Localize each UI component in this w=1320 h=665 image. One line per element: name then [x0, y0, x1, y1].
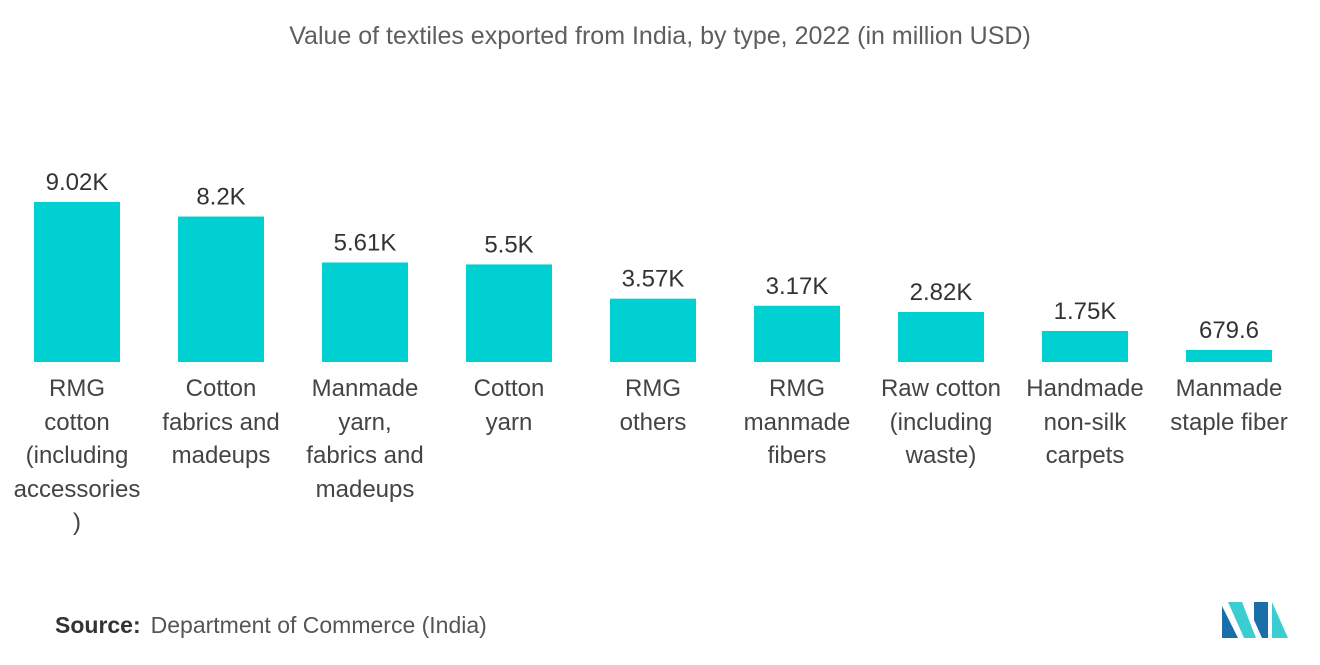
bar-4	[466, 264, 552, 362]
bar-8	[1042, 330, 1128, 362]
data-label-5: 3.57K	[622, 266, 685, 293]
category-label-9: Manmade staple fiber	[1170, 375, 1288, 436]
data-label-3: 5.61K	[334, 229, 397, 256]
category-label-5: RMG others	[619, 375, 687, 436]
source-text: Department of Commerce (India)	[150, 612, 487, 638]
bar-2	[178, 216, 264, 362]
bar-7	[898, 311, 984, 362]
data-label-6: 3.17K	[766, 273, 829, 300]
category-label-6: RMG manmade fibers	[743, 375, 851, 469]
data-label-1: 9.02K	[46, 169, 109, 196]
data-label-7: 2.82K	[910, 279, 973, 306]
category-label-7: Raw cotton (including waste)	[880, 375, 1002, 469]
category-label-4: Cotton yarn	[473, 375, 545, 436]
source-label: Source:	[55, 612, 141, 638]
category-label-1: RMG cotton (including accessories )	[13, 375, 141, 536]
data-label-9: 679.6	[1199, 317, 1259, 344]
category-label-3: Manmade yarn, fabrics and madeups	[306, 375, 424, 503]
category-label-8: Handmade non-silk carpets	[1026, 375, 1144, 469]
bar-3	[322, 262, 408, 362]
data-label-4: 5.5K	[484, 231, 533, 258]
data-label-8: 1.75K	[1054, 298, 1117, 325]
bar-9	[1186, 349, 1272, 362]
chart-title: Value of textiles exported from India, b…	[289, 22, 1031, 50]
bar-6	[754, 305, 840, 362]
bar-5	[610, 298, 696, 362]
source-note: Source: Department of Commerce (India)	[55, 612, 487, 639]
data-label-2: 8.2K	[196, 184, 245, 211]
bar-1	[34, 202, 120, 362]
mordor-intelligence-logo-icon	[1222, 602, 1288, 638]
category-label-2: Cotton fabrics and madeups	[162, 375, 280, 469]
